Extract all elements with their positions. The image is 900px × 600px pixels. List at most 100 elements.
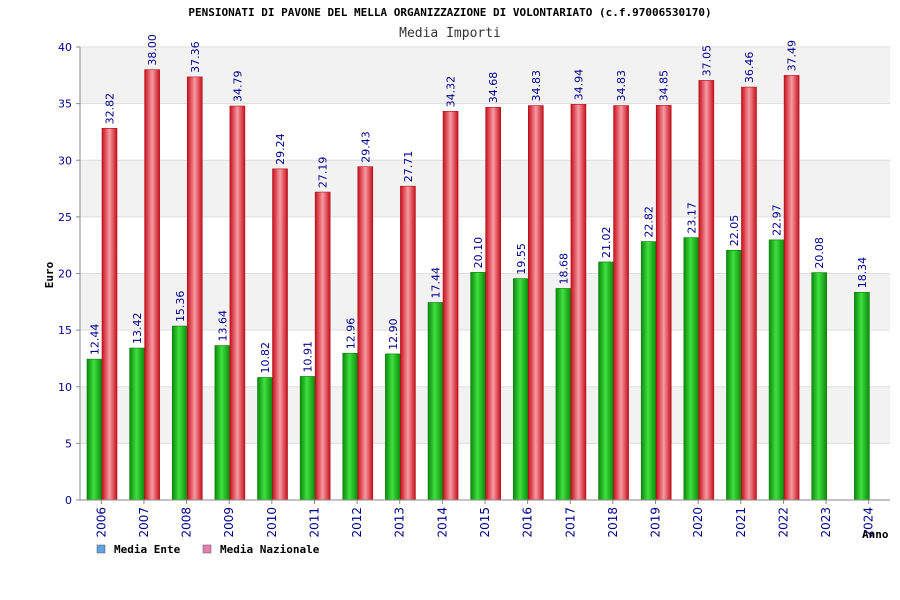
data-label-media-nazionale: 34.32 (445, 76, 458, 108)
bar-media-nazionale (698, 80, 715, 501)
x-tick-label: 2022 (776, 507, 790, 538)
x-tick-label: 2011 (307, 507, 321, 538)
bar-media-ente (768, 239, 785, 501)
data-label-media-nazionale: 34.68 (487, 72, 500, 104)
x-tick-label: 2010 (265, 507, 279, 538)
data-label-media-nazionale: 37.49 (786, 40, 799, 72)
data-label-media-nazionale: 34.83 (615, 70, 628, 102)
bar-media-nazionale (741, 86, 757, 501)
data-label-media-nazionale: 34.94 (572, 69, 585, 101)
data-label-media-nazionale: 29.24 (274, 133, 287, 165)
x-axis-ticks: 2006 2007 2008 2009 2010 2011 2012 2013 2014 2015… (94, 500, 876, 538)
bar-media-nazionale (144, 69, 160, 501)
bar-media-ente (385, 353, 401, 501)
y-tick-label: 35 (58, 98, 72, 111)
y-tick-label: 25 (58, 211, 72, 224)
bar-media-ente (598, 261, 614, 501)
legend-swatch-media-nazionale (202, 544, 212, 554)
bar-media-ente (513, 278, 529, 501)
bar-media-ente (555, 288, 572, 501)
data-label-media-ente: 18.34 (856, 257, 869, 289)
bar-media-ente (299, 376, 316, 501)
x-tick-label: 2012 (350, 507, 364, 538)
bar-media-ente (86, 358, 103, 501)
bar-media-ente (683, 237, 700, 501)
bar-media-ente (257, 377, 273, 501)
x-tick-label: 2015 (478, 507, 492, 538)
bar-media-nazionale (613, 105, 629, 501)
data-label-media-ente: 20.08 (813, 237, 826, 269)
x-tick-label: 2006 (94, 507, 108, 538)
data-label-media-ente: 22.05 (728, 215, 741, 247)
bar-media-nazionale (400, 185, 416, 501)
chart-title: PENSIONATI DI PAVONE DEL MELLA ORGANIZZA… (188, 6, 711, 19)
data-label-media-nazionale: 34.79 (231, 71, 244, 102)
data-label-media-ente: 10.91 (302, 341, 315, 373)
data-label-media-ente: 15.36 (174, 291, 187, 323)
bar-media-nazionale (314, 191, 331, 501)
x-tick-label: 2016 (521, 507, 535, 538)
data-label-media-ente: 12.44 (89, 324, 102, 356)
data-label-media-ente: 23.17 (685, 202, 698, 234)
data-label-media-nazionale: 27.71 (402, 151, 415, 183)
bar-media-ente (811, 272, 828, 501)
y-tick-label: 40 (58, 41, 72, 54)
bar-media-nazionale (528, 105, 544, 501)
legend-swatch-media-ente (96, 544, 106, 554)
data-label-media-nazionale: 37.36 (189, 41, 202, 73)
x-tick-label: 2007 (137, 507, 151, 538)
x-tick-label: 2018 (606, 507, 620, 538)
legend-label-media-nazionale: Media Nazionale (220, 543, 320, 556)
bar-media-ente (640, 241, 657, 501)
data-label-media-ente: 13.42 (131, 313, 144, 345)
x-tick-label: 2008 (180, 507, 194, 538)
bar-media-nazionale (357, 166, 374, 501)
x-tick-label: 2013 (393, 507, 407, 538)
bar-media-ente (342, 352, 359, 501)
data-label-media-ente: 13.64 (216, 310, 229, 341)
data-label-media-ente: 12.90 (387, 318, 400, 350)
chart-subtitle: Media Importi (399, 26, 501, 41)
x-tick-label: 2021 (734, 507, 748, 538)
data-label-media-ente: 20.10 (472, 237, 485, 269)
bar-media-nazionale (570, 104, 587, 501)
bar-media-nazionale (783, 75, 800, 501)
data-label-media-nazionale: 38.00 (146, 34, 159, 66)
y-axis-label: Euro (43, 261, 56, 288)
y-axis-ticks: 0 5 10 15 20 25 30 35 40 (58, 41, 80, 507)
y-tick-label: 0 (65, 494, 72, 507)
x-tick-label: 2009 (222, 507, 236, 538)
bar-media-ente (214, 345, 231, 501)
data-label-media-ente: 12.96 (344, 318, 357, 350)
y-tick-label: 5 (65, 437, 72, 450)
data-label-media-ente: 18.68 (557, 253, 570, 285)
legend-label-media-ente: Media Ente (114, 543, 181, 556)
bar-media-nazionale (272, 168, 288, 501)
y-tick-label: 30 (58, 154, 72, 167)
x-tick-label: 2020 (691, 507, 705, 538)
data-label-media-ente: 19.55 (515, 243, 528, 275)
bar-media-nazionale (101, 128, 118, 501)
x-axis-label: Anno (862, 528, 889, 541)
y-tick-label: 15 (58, 324, 72, 337)
data-label-media-nazionale: 36.46 (743, 52, 756, 84)
data-label-media-ente: 17.44 (430, 267, 443, 299)
x-tick-label: 2024 (862, 507, 876, 538)
bar-media-nazionale (442, 111, 459, 501)
data-label-media-nazionale: 34.85 (658, 70, 671, 102)
data-label-media-nazionale: 37.05 (700, 45, 713, 77)
data-label-media-nazionale: 34.83 (530, 70, 543, 102)
x-tick-label: 2019 (649, 507, 663, 538)
bar-media-ente (470, 272, 486, 501)
data-label-media-ente: 22.97 (771, 204, 784, 236)
bar-media-nazionale (186, 76, 203, 501)
data-label-media-nazionale: 29.43 (359, 131, 372, 163)
legend: Media Ente Media Nazionale (96, 543, 320, 556)
x-tick-label: 2017 (563, 507, 577, 538)
bar-media-ente (171, 325, 188, 501)
data-label-media-nazionale: 27.19 (317, 157, 330, 189)
bar-media-ente (726, 249, 742, 501)
bar-media-nazionale (229, 105, 246, 501)
bar-media-nazionale (485, 106, 501, 501)
